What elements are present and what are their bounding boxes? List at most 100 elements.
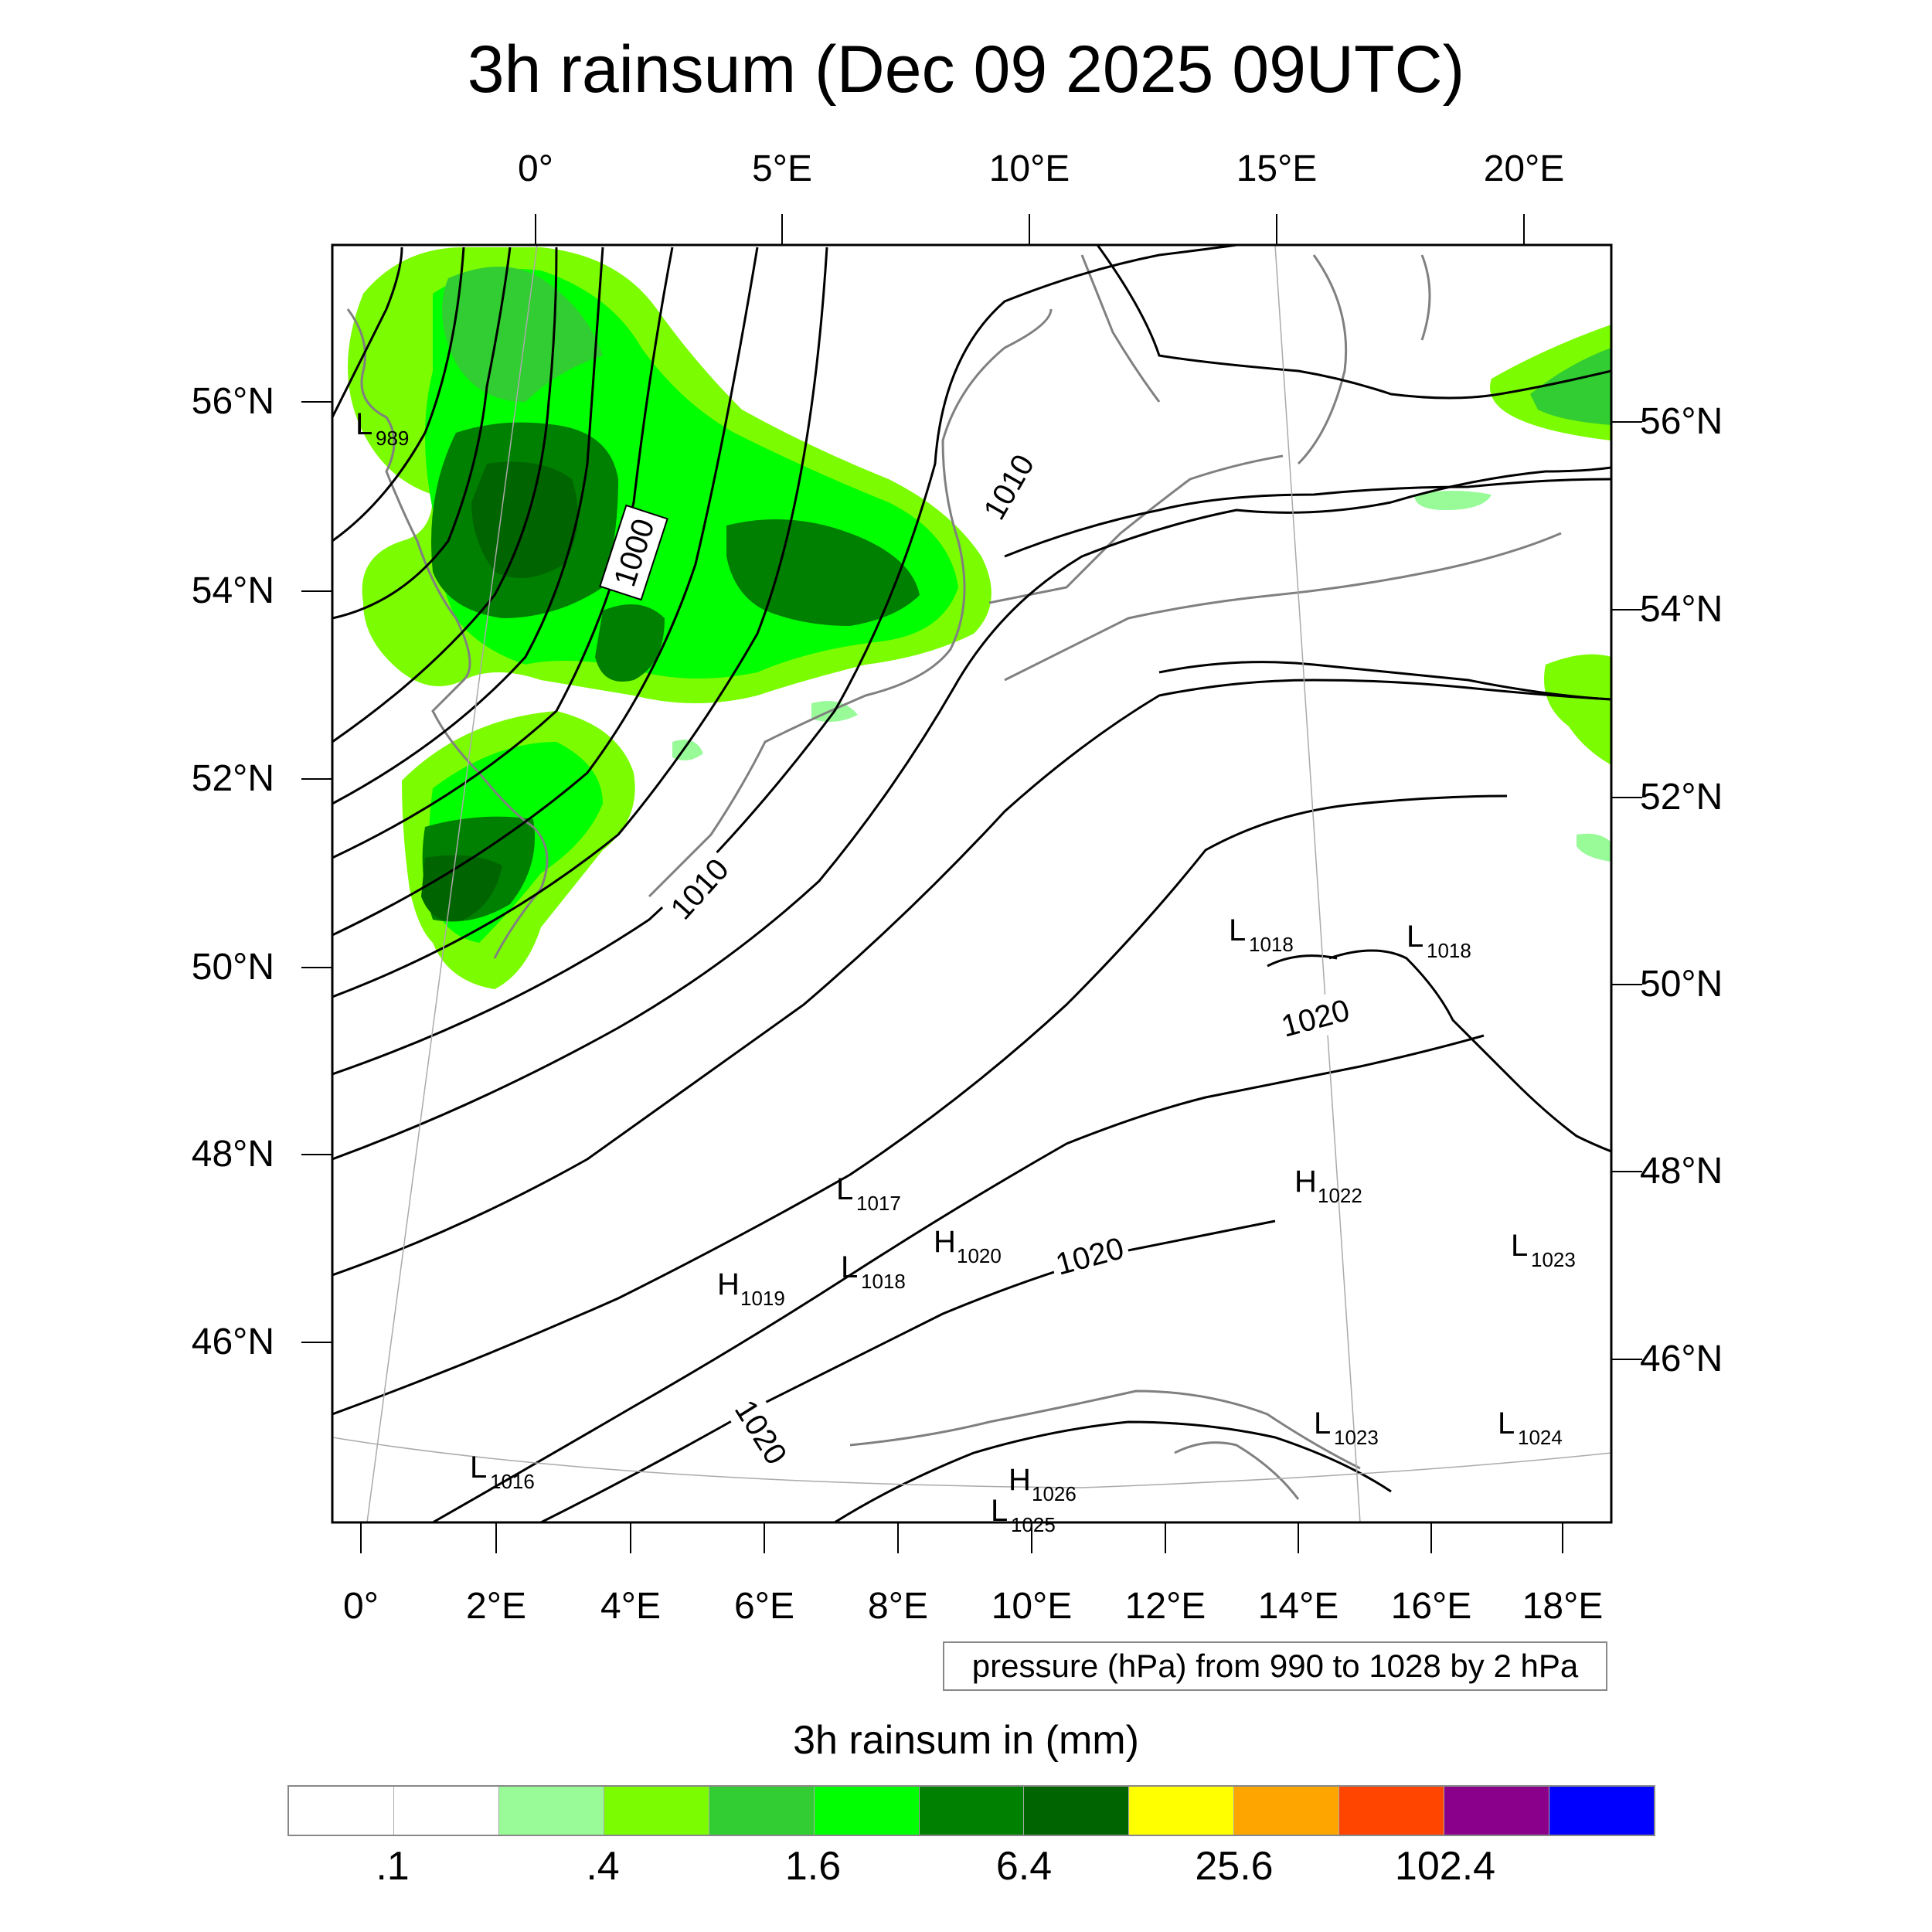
isobar-label-1010-north: 1010 <box>971 443 1046 531</box>
pressure-center-1018-a: L 1018 <box>1229 913 1294 956</box>
pressure-center-1026: H 1026 <box>1009 1463 1077 1505</box>
center-letter: H <box>1294 1165 1317 1199</box>
bottom-lon-label: 2°E <box>466 1586 526 1627</box>
right-tick-marks <box>1611 421 1642 1360</box>
center-letter: L <box>991 1494 1008 1528</box>
center-letter: L <box>1406 920 1423 954</box>
bottom-lon-label: 10°E <box>991 1586 1073 1627</box>
colorbar-label: 6.4 <box>995 1844 1053 1889</box>
rain-area-northsea-mid <box>442 267 603 402</box>
center-value: 1026 <box>1032 1482 1077 1505</box>
center-letter: L <box>355 407 372 441</box>
colorbar-swatch <box>498 1787 604 1835</box>
center-value: 1018 <box>861 1270 906 1293</box>
colorbar-swatch <box>393 1787 499 1835</box>
center-letter: L <box>836 1172 853 1206</box>
center-value: 1020 <box>957 1244 1002 1267</box>
graticule <box>332 245 1611 1522</box>
left-lat-label: 54°N <box>191 570 274 611</box>
left-lat-label: 50°N <box>191 947 274 988</box>
pressure-center-1020: H 1020 <box>934 1225 1002 1267</box>
colorbar-label: .4 <box>586 1844 620 1889</box>
isobars <box>332 245 1611 1522</box>
colorbar-swatch <box>1234 1787 1340 1835</box>
top-lon-label: 15°E <box>1236 148 1318 189</box>
bottom-lon-label: 8°E <box>868 1586 928 1627</box>
pressure-center-1018-b: L 1018 <box>1406 920 1471 962</box>
colorbar-swatch <box>289 1787 394 1835</box>
center-letter: H <box>1009 1463 1031 1497</box>
left-lat-label: 56°N <box>191 381 274 422</box>
colorbar <box>287 1785 1655 1836</box>
colorbar-swatch <box>814 1787 920 1835</box>
right-lat-label: 50°N <box>1640 964 1723 1005</box>
rain-area-dark-center <box>595 604 665 682</box>
colorbar-swatch <box>1444 1787 1550 1835</box>
rain-area-east-north-mid <box>1530 348 1611 425</box>
colorbar-swatch <box>1129 1787 1235 1835</box>
colorbar-swatch <box>709 1787 815 1835</box>
pressure-center-1024: L 1024 <box>1498 1406 1563 1449</box>
colorbar-swatch <box>1549 1787 1654 1835</box>
rain-area-east-small <box>1414 491 1492 510</box>
center-letter: L <box>470 1451 487 1485</box>
pressure-center-1016: L 1016 <box>470 1451 535 1493</box>
isobar-label-1020-east: 1020 <box>1272 988 1359 1048</box>
center-value: 989 <box>376 427 409 450</box>
left-lat-label: 52°N <box>191 758 274 799</box>
right-lat-label: 46°N <box>1640 1338 1723 1379</box>
bottom-lon-label: 6°E <box>734 1586 794 1627</box>
right-lat-label: 52°N <box>1640 777 1723 818</box>
isobar-label-1020-center: 1020 <box>1046 1226 1133 1286</box>
left-tick-marks <box>301 401 332 1343</box>
center-value: 1025 <box>1011 1513 1056 1536</box>
right-lat-label: 56°N <box>1640 401 1723 442</box>
rainfall-shading <box>348 247 1611 989</box>
left-lat-label: 46°N <box>191 1321 274 1362</box>
center-letter: L <box>1314 1406 1331 1440</box>
bottom-lon-label: 16°E <box>1390 1586 1472 1627</box>
center-letter: L <box>1511 1229 1528 1263</box>
colorbar-swatch <box>1024 1787 1130 1835</box>
legend-title: 3h rainsum in (mm) <box>793 1718 1139 1763</box>
pressure-center-1025: L 1025 <box>991 1494 1056 1536</box>
top-lon-label: 20°E <box>1483 148 1565 189</box>
isobar-label-1010-south: 1010 <box>658 846 740 931</box>
center-letter: L <box>1498 1406 1515 1440</box>
top-lon-label: 10°E <box>988 148 1070 189</box>
rain-area-small-3 <box>1577 833 1611 862</box>
rain-area-east-mid <box>1544 654 1611 765</box>
pressure-center-1019: H 1019 <box>717 1267 785 1310</box>
colorbar-label: .1 <box>376 1844 410 1889</box>
pressure-centers: L 989 L 1018 L 1018 L 1017 H 1022 H 1020 H 1019… <box>355 407 1576 1536</box>
bottom-tick-marks <box>360 1522 1563 1553</box>
bottom-lon-label: 12°E <box>1124 1586 1206 1627</box>
center-value: 1023 <box>1334 1426 1379 1449</box>
center-value: 1024 <box>1518 1426 1563 1449</box>
center-value: 1022 <box>1318 1184 1362 1207</box>
map-frame <box>331 243 1613 1524</box>
chart-title: 3h rainsum (Dec 09 2025 09UTC) <box>467 32 1465 107</box>
bottom-lon-label: 0° <box>343 1586 379 1627</box>
colorbar-label: 25.6 <box>1195 1844 1274 1889</box>
pressure-center-989: L 989 <box>355 407 409 450</box>
pressure-center-1023-b: L 1023 <box>1314 1406 1379 1449</box>
center-letter: H <box>717 1267 740 1301</box>
pressure-center-1023-a: L 1023 <box>1511 1229 1576 1271</box>
center-value: 1019 <box>740 1287 785 1310</box>
pressure-center-1017: L 1017 <box>836 1172 901 1215</box>
rain-area-dark-east <box>726 519 920 626</box>
colorbar-swatch <box>604 1787 709 1835</box>
top-lon-label: 5°E <box>752 148 812 189</box>
center-value: 1017 <box>856 1192 901 1215</box>
top-tick-marks <box>535 214 1525 245</box>
center-value: 1023 <box>1531 1248 1576 1271</box>
bottom-lon-label: 14°E <box>1257 1586 1339 1627</box>
colorbar-label: 102.4 <box>1394 1844 1496 1889</box>
top-lon-label: 0° <box>518 148 553 189</box>
rain-area-belgium-darkest <box>421 855 502 921</box>
right-lat-label: 54°N <box>1640 589 1723 630</box>
center-letter: H <box>934 1225 956 1259</box>
pressure-note: pressure (hPa) from 990 to 1028 by 2 hPa <box>943 1641 1607 1691</box>
